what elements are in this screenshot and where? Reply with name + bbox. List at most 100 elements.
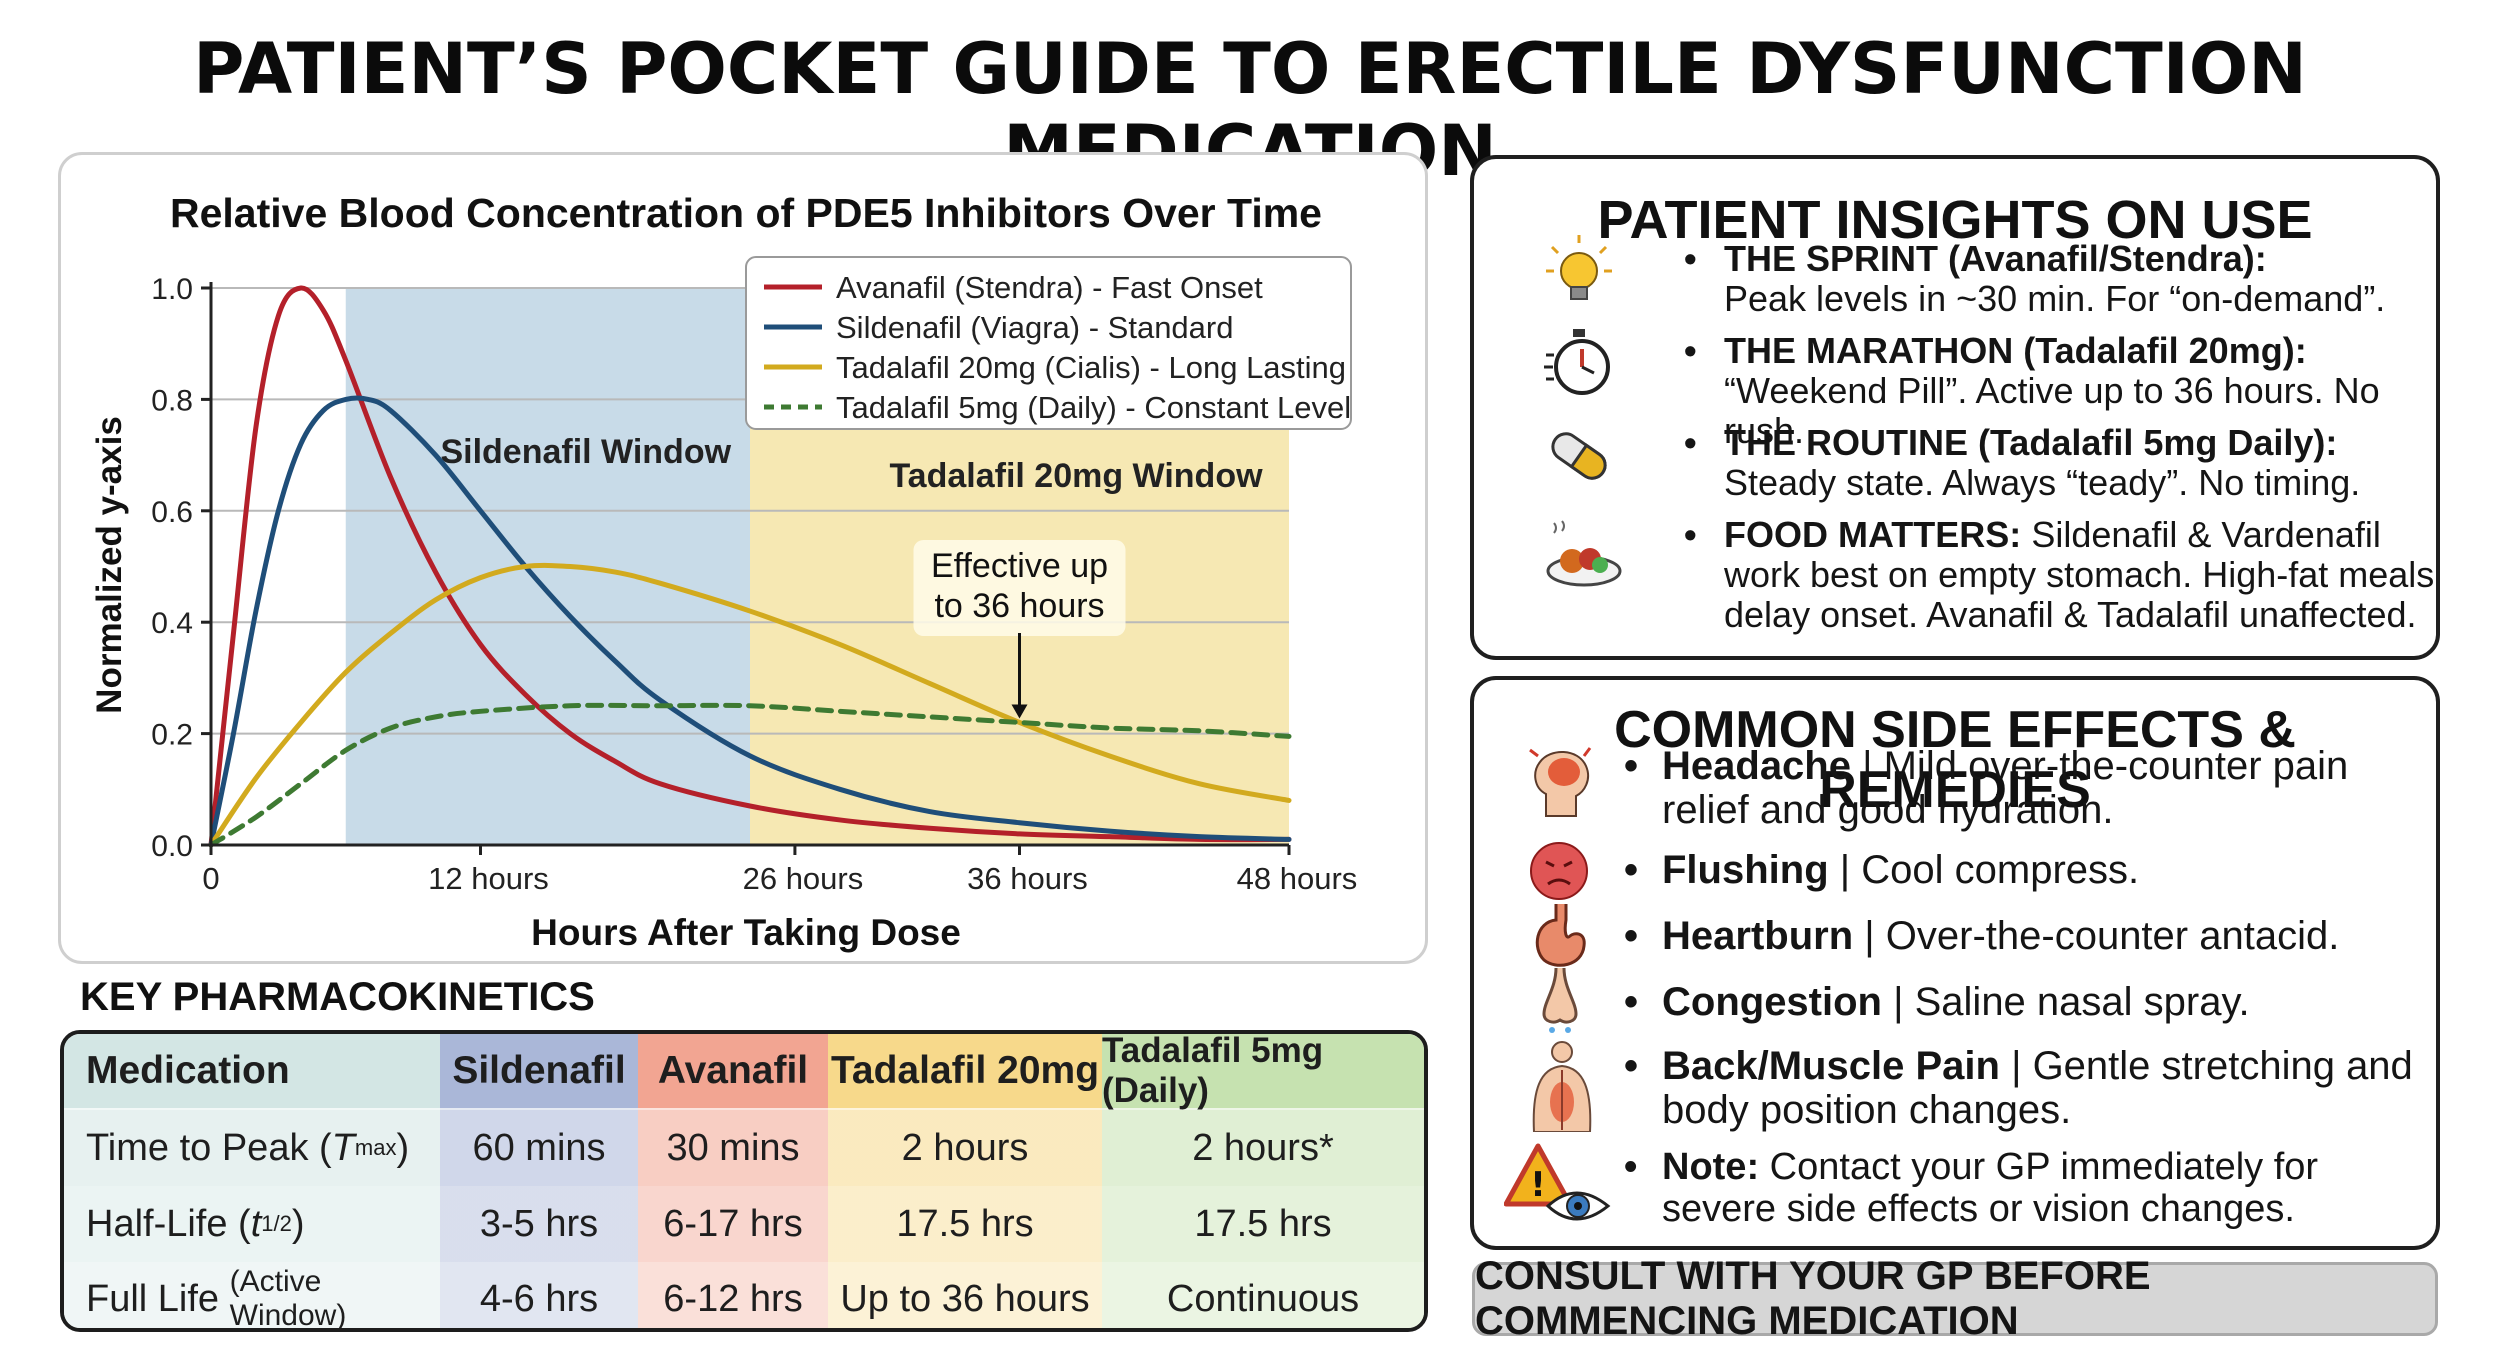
- y-tick-label: 0.8: [151, 384, 193, 417]
- insight-text: THE MARATHON (Tadalafil 20mg): “Weekend …: [1724, 331, 2444, 451]
- insight-description: Peak levels in ~30 min. For “on-demand”.: [1724, 278, 2386, 319]
- headache-icon: [1526, 742, 1596, 831]
- insight-item: • THE ROUTINE (Tadalafil 5mg Daily): Ste…: [1534, 423, 2424, 503]
- side-effect-item: • Headache | Mild over-the-counter pain …: [1474, 744, 2434, 836]
- insight-text: FOOD MATTERS: Sildenafil & Vardenafil wo…: [1724, 515, 2444, 635]
- concentration-chart: Sildenafil Window Tadalafil 20mg Window 0.…: [90, 190, 1358, 953]
- insight-description: Steady state. Always “teady”. No timing.: [1724, 462, 2361, 503]
- bullet-dot: •: [1624, 744, 1639, 788]
- side-effect-label: Congestion: [1662, 980, 1882, 1024]
- legend-label-3: Tadalafil 5mg (Daily) - Constant Level: [836, 390, 1351, 425]
- pk-cell: 30 mins: [638, 1110, 828, 1186]
- insight-item: • FOOD MATTERS: Sildenafil & Vardenafil …: [1534, 515, 2434, 645]
- y-tick-label: 0.0: [151, 830, 193, 863]
- insight-description: Sildenafil & Vardenafil work best on emp…: [1724, 514, 2435, 635]
- side-effect-remedy: | Mild over-the-counter pain relief and …: [1662, 744, 2349, 832]
- x-tick-label: 12 hours: [428, 861, 549, 896]
- legend-box: [745, 256, 1352, 430]
- stopwatch-icon: [1544, 325, 1614, 413]
- side-effect-text: Heartburn | Over-the-counter antacid.: [1662, 914, 2432, 958]
- pk-header-tadalafil5: Tadalafil 5mg (Daily): [1102, 1034, 1424, 1110]
- side-effect-item: • Congestion | Saline nasal spray.: [1474, 967, 2434, 1036]
- bullet-dot: •: [1624, 848, 1639, 892]
- insight-label: FOOD MATTERS:: [1724, 514, 2022, 555]
- y-tick-label: 0.2: [151, 719, 193, 752]
- pk-label-end: ): [396, 1126, 410, 1169]
- pk-label-text: Full Life: [86, 1277, 230, 1320]
- side-effect-text: Note: Contact your GP immediately for se…: [1662, 1146, 2432, 1230]
- pk-row-label: Half-Life (t 1/2): [64, 1186, 440, 1262]
- chart-card: Sildenafil Window Tadalafil 20mg Window 0.…: [58, 152, 1428, 964]
- stomach-icon: [1526, 902, 1592, 981]
- annotation-arrow-head: [1011, 704, 1028, 719]
- nose-icon: [1526, 966, 1592, 1047]
- annotation-text-line2: to 36 hours: [934, 587, 1104, 625]
- pk-label-symbol: T: [331, 1126, 355, 1169]
- pk-cell: 17.5 hrs: [1102, 1186, 1424, 1262]
- side-effect-label: Back/Muscle Pain: [1662, 1044, 2000, 1088]
- side-effect-text: Congestion | Saline nasal spray.: [1662, 980, 2432, 1024]
- pk-label-subscript: max: [354, 1135, 397, 1160]
- food-plate-icon: [1544, 517, 1624, 605]
- back-pain-icon: [1526, 1040, 1598, 1141]
- bullet-dot: •: [1684, 330, 1697, 371]
- pk-label-text: Time to Peak (: [86, 1126, 332, 1169]
- series-line-2: [208, 562, 1292, 848]
- insight-text: THE SPRINT (Avanafil/Stendra): Peak leve…: [1724, 239, 2444, 319]
- side-effects-title: COMMON SIDE EFFECTS & REMEDIES: [1614, 701, 2296, 819]
- legend-label-0: Avanafil (Stendra) - Fast Onset: [836, 270, 1263, 305]
- svg-text:!: !: [1530, 1165, 1546, 1205]
- pk-heading: KEY PHARMACOKINETICS: [80, 975, 595, 1019]
- bullet-dot: •: [1624, 1146, 1638, 1188]
- consult-banner: CONSULT WITH YOUR GP BEFORE COMMENCING M…: [1472, 1254, 2438, 1343]
- side-effect-label: Heartburn: [1662, 914, 1854, 958]
- y-tick-label: 1.0: [151, 273, 193, 306]
- legend-label-2: Tadalafil 20mg (Cialis) - Long Lasting: [836, 350, 1346, 385]
- insight-label: THE SPRINT (Avanafil/Stendra):: [1724, 238, 2267, 279]
- pk-header-sildenafil: Sildenafil: [440, 1034, 638, 1110]
- x-tick-label: 0: [202, 861, 219, 896]
- pk-cell: 17.5 hrs: [828, 1186, 1102, 1262]
- side-effect-label: Flushing: [1662, 848, 1829, 892]
- window-label-tadalafil: Tadalafil 20mg Window: [889, 457, 1263, 495]
- pk-label-subscript: 1/2: [261, 1211, 292, 1236]
- series-line-3: [208, 702, 1292, 848]
- pk-row-label: Full Life (Active Window): [64, 1262, 440, 1332]
- flushed-face-icon: [1526, 838, 1592, 913]
- side-effect-remedy: | Saline nasal spray.: [1893, 980, 2250, 1024]
- annotation-box: [913, 540, 1126, 636]
- chart-title: Relative Blood Concentration of PDE5 Inh…: [170, 190, 1322, 236]
- side-effect-remedy: | Gentle stretching and body position ch…: [1662, 1044, 2413, 1132]
- y-tick-label: 0.4: [151, 607, 193, 640]
- insight-item: • THE MARATHON (Tadalafil 20mg): “Weeken…: [1534, 329, 2424, 451]
- insights-title: PATIENT INSIGHTS ON USE: [1597, 190, 2313, 250]
- side-effect-remedy: | Over-the-counter antacid.: [1864, 914, 2340, 958]
- side-effect-item: • Back/Muscle Pain | Gentle stretching a…: [1474, 1041, 2434, 1136]
- x-tick-label: 26 hours: [743, 861, 864, 896]
- bullet-dot: •: [1624, 914, 1639, 958]
- side-effect-text: Headache | Mild over-the-counter pain re…: [1662, 744, 2432, 832]
- side-effects-panel: COMMON SIDE EFFECTS & REMEDIES • Headach…: [1470, 676, 2440, 1250]
- pk-header-tadalafil20: Tadalafil 20mg: [828, 1034, 1102, 1110]
- pk-label-symbol: t: [250, 1202, 262, 1245]
- annotation-text-line1: Effective up: [931, 547, 1108, 585]
- insight-label: THE MARATHON (Tadalafil 20mg):: [1724, 330, 2307, 371]
- pk-cell: 4-6 hrs: [440, 1262, 638, 1328]
- pk-cell: 6-12 hrs: [638, 1262, 828, 1328]
- bullet-dot: •: [1684, 422, 1697, 463]
- pk-label-small: (Active Window): [229, 1265, 347, 1332]
- warning-eye-icon: !: [1503, 1142, 1614, 1241]
- pill-icon: [1544, 421, 1614, 499]
- side-effect-text: Flushing | Cool compress.: [1662, 848, 2432, 892]
- pk-label-end: ): [291, 1202, 305, 1245]
- series-line-0: [208, 285, 1292, 848]
- side-effect-item: ! • Note: Contact your GP immediately fo…: [1474, 1143, 2434, 1238]
- pk-cell: 6-17 hrs: [638, 1186, 828, 1262]
- side-effect-item: • Heartburn | Over-the-counter antacid.: [1474, 904, 2434, 970]
- pk-table: Medication Sildenafil Avanafil Tadalafil…: [60, 1030, 1428, 1332]
- side-effect-remedy: | Cool compress.: [1839, 848, 2140, 892]
- lightbulb-icon: [1544, 233, 1614, 321]
- window-label-sildenafil: Sildenafil Window: [440, 433, 731, 471]
- x-tick-label: 48 hours: [1237, 861, 1358, 896]
